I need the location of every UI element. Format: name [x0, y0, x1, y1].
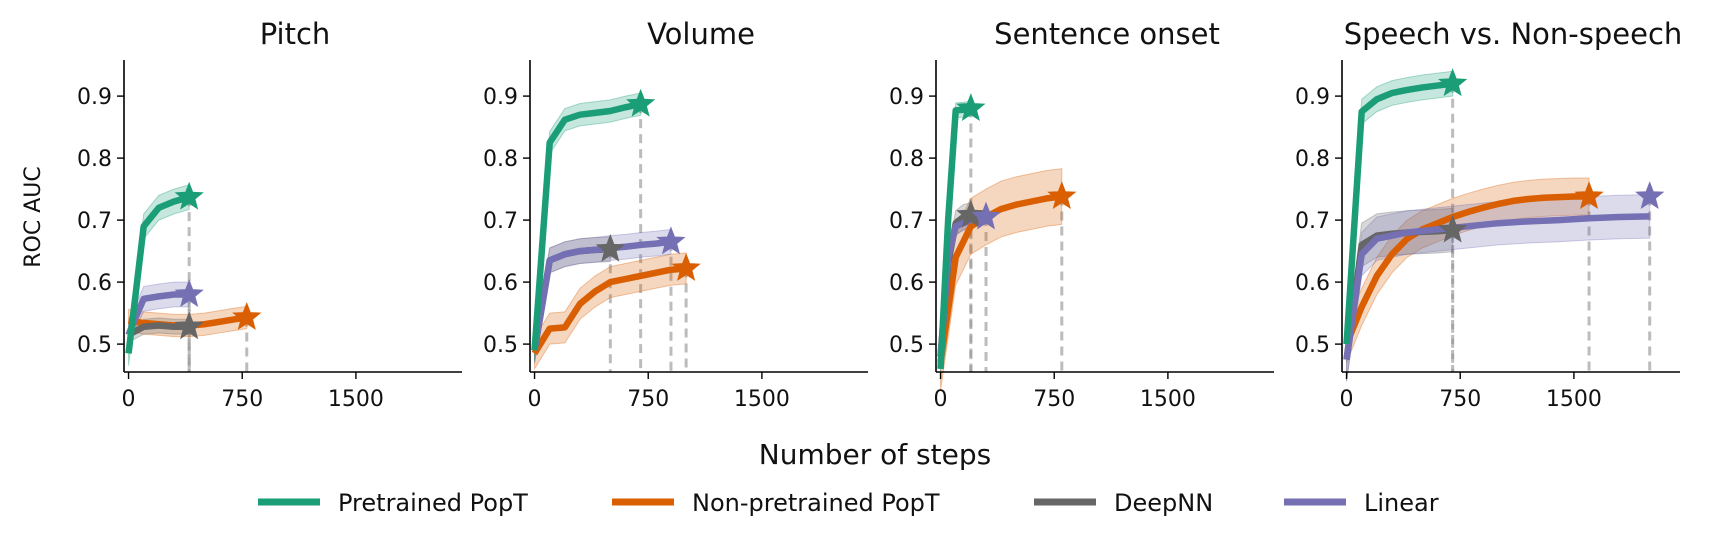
- best-star-nonpretrained: [1574, 181, 1604, 209]
- legend-label: Linear: [1364, 489, 1439, 517]
- series-line-pretrained: [531, 100, 642, 351]
- best-star-linear: [971, 201, 1001, 230]
- y-tick-label: 0.5: [889, 333, 924, 358]
- best-star-linear: [1635, 181, 1665, 209]
- x-tick-label: 1500: [328, 387, 384, 412]
- y-axis-label: ROC AUC: [21, 166, 46, 267]
- best-star-nonpretrained: [671, 253, 701, 281]
- panels: Pitch 0.5 0.6 0.7 0.8 0.9 0 750 1500 ROC AUC Volum…: [21, 17, 1682, 412]
- panel-title: Pitch: [260, 17, 331, 51]
- y-tick-label: 0.6: [483, 271, 518, 296]
- shared-xlabel: Number of steps: [759, 438, 991, 471]
- legend-label: Non-pretrained PopT: [692, 489, 940, 517]
- x-tick-label: 1500: [1140, 387, 1196, 412]
- band-pretrained: [1346, 70, 1454, 357]
- y-tick-label: 0.8: [1295, 147, 1330, 172]
- best-star-deepnn: [595, 233, 625, 262]
- series-line-deepnn: [127, 322, 190, 338]
- y-tick-label: 0.7: [483, 209, 518, 234]
- y-tick-label: 0.5: [1295, 333, 1330, 358]
- band-linear: [534, 228, 672, 363]
- panel-4: Speech vs. Non-speech 0.5 0.6 0.7 0.8 0.9 0 750…: [1295, 17, 1682, 412]
- x-tick-label: 750: [1033, 387, 1075, 412]
- x-tick-label: 1500: [734, 387, 790, 412]
- y-tick-label: 0.6: [77, 271, 112, 296]
- series-line-nonpretrained: [531, 265, 687, 356]
- best-star-nonpretrained: [232, 302, 262, 330]
- x-tick-label: 0: [934, 387, 948, 412]
- x-tick-label: 750: [627, 387, 669, 412]
- best-star-linear: [174, 279, 204, 307]
- panel-title: Speech vs. Non-speech: [1344, 17, 1683, 51]
- panel-title: Sentence onset: [994, 17, 1220, 51]
- best-star-deepnn: [174, 311, 204, 340]
- y-tick-label: 0.6: [1295, 271, 1330, 296]
- best-star-pretrained: [956, 93, 986, 121]
- series-line-pretrained: [1343, 80, 1454, 345]
- legend-item-linear: Linear: [1284, 489, 1439, 517]
- legend-item-deepnn: DeepNN: [1034, 489, 1213, 517]
- best-star-pretrained: [1438, 68, 1468, 97]
- x-tick-label: 750: [1439, 387, 1481, 412]
- x-tick-label: 1500: [1546, 387, 1602, 412]
- y-tick-label: 0.7: [1295, 209, 1330, 234]
- y-tick-label: 0.9: [483, 85, 518, 110]
- legend-label: Pretrained PopT: [338, 489, 528, 517]
- x-tick-label: 0: [1340, 387, 1354, 412]
- legend-item-pretrained: Pretrained PopT: [258, 489, 528, 517]
- y-tick-label: 0.9: [77, 85, 112, 110]
- legend-item-nonpretrained: Non-pretrained PopT: [612, 489, 940, 517]
- best-star-deepnn: [1438, 214, 1468, 243]
- y-tick-label: 0.7: [889, 209, 924, 234]
- best-star-pretrained: [174, 181, 204, 210]
- x-tick-label: 0: [528, 387, 542, 412]
- y-tick-label: 0.5: [77, 333, 112, 358]
- y-tick-label: 0.9: [889, 85, 924, 110]
- x-tick-label: 750: [221, 387, 263, 412]
- best-star-deepnn: [956, 199, 986, 228]
- series-line-nonpretrained: [1343, 193, 1590, 346]
- panel-1: Pitch 0.5 0.6 0.7 0.8 0.9 0 750 1500 ROC AUC: [21, 17, 462, 412]
- panel-title: Volume: [647, 17, 755, 51]
- y-tick-label: 0.7: [77, 209, 112, 234]
- band-nonpretrained: [534, 252, 687, 371]
- y-tick-label: 0.8: [77, 147, 112, 172]
- series-line-pretrained: [125, 194, 191, 354]
- best-star-linear: [656, 226, 686, 255]
- x-tick-label: 0: [122, 387, 136, 412]
- panel-3: Sentence onset 0.5 0.6 0.7 0.8 0.9 0 750 1500: [889, 17, 1274, 412]
- y-tick-label: 0.9: [1295, 85, 1330, 110]
- y-tick-label: 0.8: [483, 147, 518, 172]
- series-line-linear: [1343, 213, 1650, 361]
- band-linear: [1346, 194, 1651, 382]
- legend-label: DeepNN: [1114, 489, 1213, 517]
- best-star-nonpretrained: [1047, 181, 1077, 209]
- y-tick-label: 0.6: [889, 271, 924, 296]
- y-tick-label: 0.8: [889, 147, 924, 172]
- panel-2: Volume 0.5 0.6 0.7 0.8 0.9 0 750 1500: [483, 17, 868, 412]
- y-tick-label: 0.5: [483, 333, 518, 358]
- series-line-nonpretrained: [937, 193, 1063, 364]
- legend: Pretrained PopT Non-pretrained PopT DeepNN…: [258, 489, 1439, 517]
- best-star-pretrained: [626, 88, 656, 117]
- band-deepnn: [1346, 207, 1454, 382]
- band-pretrained: [534, 92, 642, 362]
